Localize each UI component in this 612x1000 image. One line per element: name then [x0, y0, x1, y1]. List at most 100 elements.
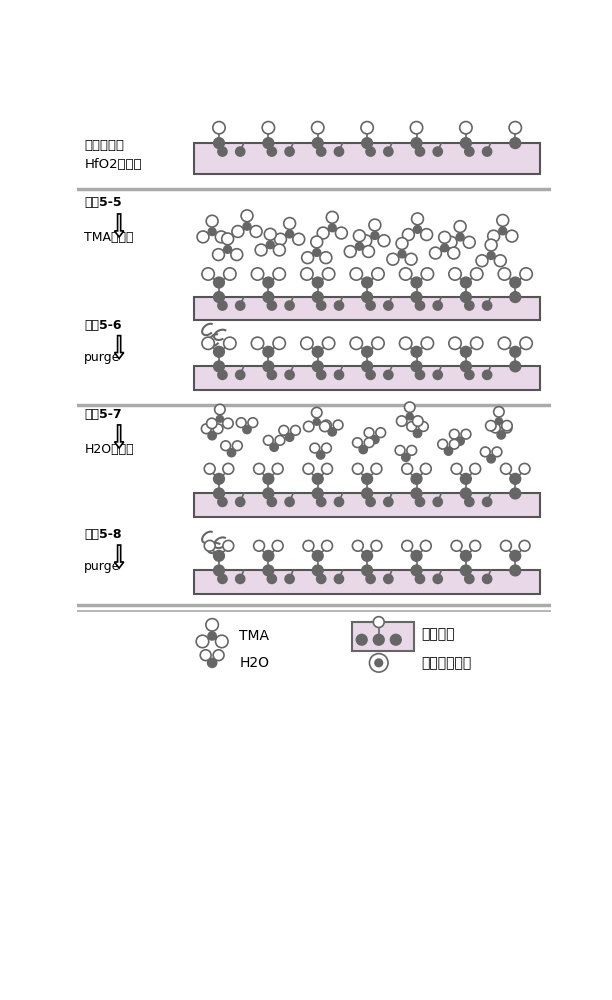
Circle shape — [519, 463, 530, 474]
Circle shape — [501, 540, 512, 551]
Circle shape — [520, 268, 532, 280]
Circle shape — [433, 574, 442, 584]
Circle shape — [212, 249, 225, 260]
Circle shape — [217, 415, 223, 422]
Circle shape — [487, 455, 495, 463]
Circle shape — [366, 497, 375, 507]
Circle shape — [263, 565, 274, 576]
Circle shape — [449, 337, 461, 349]
Circle shape — [316, 497, 326, 507]
Circle shape — [350, 268, 362, 280]
Circle shape — [323, 268, 335, 280]
Circle shape — [266, 241, 274, 249]
Circle shape — [460, 277, 471, 288]
Circle shape — [356, 634, 367, 645]
Circle shape — [433, 497, 442, 507]
Circle shape — [411, 565, 422, 576]
Circle shape — [267, 497, 277, 507]
Circle shape — [218, 497, 227, 507]
Circle shape — [411, 361, 422, 372]
Circle shape — [403, 229, 414, 240]
Circle shape — [360, 235, 371, 247]
Circle shape — [334, 497, 343, 507]
Circle shape — [231, 249, 243, 260]
Circle shape — [402, 463, 412, 474]
Circle shape — [384, 301, 393, 310]
Circle shape — [236, 301, 245, 310]
Bar — [352, 622, 414, 651]
Circle shape — [311, 236, 323, 248]
Circle shape — [285, 433, 294, 441]
Text: H2O: H2O — [239, 656, 269, 670]
Circle shape — [370, 654, 388, 672]
Circle shape — [334, 370, 343, 379]
Circle shape — [300, 337, 313, 349]
Text: 反应位置: 反应位置 — [422, 627, 455, 641]
Circle shape — [218, 147, 227, 156]
Circle shape — [465, 574, 474, 584]
Circle shape — [480, 447, 490, 457]
Text: 步骤5-6: 步骤5-6 — [84, 319, 122, 332]
Circle shape — [322, 463, 332, 474]
Circle shape — [208, 228, 216, 236]
Circle shape — [387, 253, 399, 265]
Circle shape — [291, 425, 300, 435]
Circle shape — [366, 147, 375, 156]
Bar — [194, 493, 540, 517]
Circle shape — [252, 268, 264, 280]
Circle shape — [263, 488, 274, 499]
Circle shape — [411, 550, 422, 561]
Circle shape — [460, 122, 472, 134]
Circle shape — [312, 138, 323, 148]
Circle shape — [214, 346, 225, 357]
Circle shape — [316, 370, 326, 379]
Circle shape — [501, 463, 512, 474]
Circle shape — [335, 227, 347, 239]
Circle shape — [322, 540, 332, 551]
Circle shape — [416, 301, 425, 310]
Circle shape — [214, 361, 225, 372]
Circle shape — [405, 253, 417, 265]
Circle shape — [362, 361, 373, 372]
Text: 步骤5-5: 步骤5-5 — [84, 196, 122, 209]
Circle shape — [421, 268, 433, 280]
Circle shape — [263, 361, 274, 372]
Circle shape — [414, 225, 422, 233]
Text: 步骤5-8: 步骤5-8 — [84, 528, 122, 541]
Circle shape — [412, 416, 423, 426]
Circle shape — [223, 268, 236, 280]
Circle shape — [509, 122, 521, 134]
Circle shape — [313, 249, 321, 256]
Circle shape — [204, 540, 215, 551]
Circle shape — [263, 292, 274, 302]
Circle shape — [361, 122, 373, 134]
Circle shape — [316, 301, 326, 310]
Circle shape — [384, 147, 393, 156]
Circle shape — [456, 437, 465, 445]
Circle shape — [233, 441, 242, 451]
Circle shape — [460, 488, 471, 499]
Circle shape — [384, 370, 393, 379]
Circle shape — [214, 277, 225, 288]
Circle shape — [371, 540, 382, 551]
Circle shape — [215, 635, 228, 648]
Circle shape — [460, 473, 471, 484]
Circle shape — [362, 473, 373, 484]
Circle shape — [204, 463, 215, 474]
Circle shape — [460, 550, 471, 561]
Circle shape — [454, 221, 466, 232]
Circle shape — [369, 219, 381, 231]
Circle shape — [354, 230, 365, 242]
Circle shape — [371, 268, 384, 280]
Circle shape — [267, 147, 277, 156]
Circle shape — [497, 431, 506, 439]
Circle shape — [471, 337, 483, 349]
Bar — [194, 143, 540, 174]
Circle shape — [334, 301, 343, 310]
Circle shape — [321, 443, 331, 453]
Circle shape — [262, 122, 275, 134]
Circle shape — [485, 239, 497, 251]
Bar — [194, 297, 540, 320]
Circle shape — [208, 632, 216, 640]
Circle shape — [411, 138, 422, 148]
